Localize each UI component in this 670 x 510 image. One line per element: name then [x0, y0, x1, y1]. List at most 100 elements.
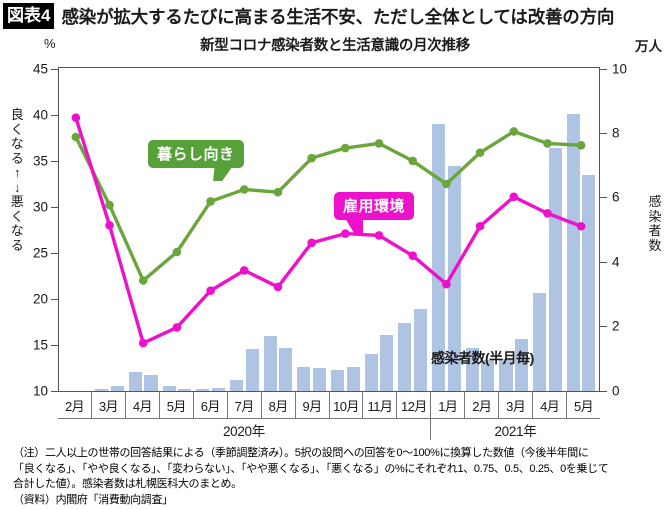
month-label: 6月 [193, 392, 228, 419]
right-y-tick [600, 261, 607, 263]
infection-bar [515, 339, 529, 391]
right-y-tick-label: 0 [612, 383, 620, 398]
series-point [138, 276, 148, 285]
left-y-tick [51, 344, 58, 346]
infection-bar [566, 114, 580, 391]
left-y-tick-label: 35 [32, 153, 48, 168]
infection-bar [95, 389, 109, 391]
left-y-tick-label: 20 [32, 291, 48, 306]
left-y-tick-label: 45 [32, 61, 48, 76]
left-y-tick [51, 206, 58, 208]
series-point [374, 231, 384, 240]
right-axis-caption-char: 者 [648, 223, 662, 239]
infection-bar [229, 379, 243, 391]
infection-bar [432, 123, 446, 391]
left-axis-caption-char: な [10, 136, 24, 152]
series-point [105, 200, 114, 210]
right-axis-caption-char: 感 [648, 194, 662, 209]
series-point [307, 238, 316, 248]
month-label: 10月 [329, 392, 364, 419]
right-axis-unit: 万人 [635, 39, 662, 54]
month-label: 7月 [227, 392, 262, 419]
infection-bar [465, 347, 479, 391]
footnote-line: 合計した値）。感染者数は札幌医科大のまとめ。 [13, 478, 242, 491]
month-label: 12月 [397, 392, 432, 419]
bars-caption-label: 感染者数(半月毎) [431, 350, 534, 366]
right-axis-caption-char: 数 [648, 237, 662, 253]
left-axis-caption-char: ↓ [14, 179, 21, 195]
left-y-tick-label: 30 [32, 199, 48, 214]
footnotes: （注）二人以上の世帯の回答結果による（季節調整済み）。5択の設問への回答を0〜1… [13, 446, 661, 508]
series-point [273, 282, 283, 292]
left-y-tick [51, 160, 58, 162]
series-point [206, 197, 215, 206]
series-point [307, 153, 316, 163]
left-axis-caption: 良くなる ↑ ↓ 悪くなる [6, 107, 28, 253]
infection-bar [312, 368, 326, 391]
left-y-tick [51, 252, 58, 254]
lines-layer [71, 113, 586, 348]
series-point [408, 251, 418, 260]
callout-tail-icon [212, 166, 233, 181]
month-label: 1月 [431, 392, 466, 419]
infection-bar [533, 292, 547, 391]
x-axis: 2月 3月 4月 5月 6月 7月 8月 9月 10月 11月 12月 1月 2月 3月 4月 5月 2020… [58, 392, 600, 440]
series-point [408, 156, 418, 166]
left-y-tick [51, 68, 58, 70]
series-point [509, 127, 519, 136]
month-label: 9月 [295, 392, 330, 419]
year-label: 2021年 [494, 423, 537, 439]
left-axis-caption-char: る [10, 237, 24, 253]
right-y-tick-label: 10 [612, 61, 628, 76]
series-point [138, 338, 148, 348]
series-point [509, 192, 519, 202]
month-label: 3月 [499, 392, 534, 419]
series-line [74, 129, 583, 283]
infection-bar [162, 386, 176, 391]
month-label-row: 2月 3月 4月 5月 6月 7月 8月 9月 10月 11月 12月 1月 2月 3月 4月 5月 [58, 392, 600, 419]
month-label: 3月 [91, 392, 126, 419]
month-label: 5月 [159, 392, 194, 419]
right-y-tick [600, 326, 607, 328]
left-y-tick-label: 40 [32, 107, 48, 122]
year-label: 2020年 [58, 419, 431, 440]
infection-bar [297, 366, 311, 391]
series-point [105, 221, 114, 230]
right-axis-caption-char: 染 [648, 208, 662, 224]
infection-bar [499, 358, 513, 391]
left-y-tick-label: 15 [32, 337, 48, 352]
infection-bar [346, 366, 360, 391]
callout-kurashimuki: 暮らし向き [148, 140, 244, 181]
left-axis-caption-char: く [10, 121, 24, 137]
footnote-line: 「良くなる」、「やや良くなる」、「変わらない」、「やや悪くなる」、「悪くなる」の… [13, 462, 609, 475]
infection-bar [364, 353, 378, 391]
infection-bar [211, 387, 225, 391]
plot-inner: 暮らし向き 雇用環境 感染者数(半月毎) [59, 68, 599, 391]
left-y-tick [51, 390, 58, 392]
infection-bar [380, 334, 394, 391]
infection-bar [331, 370, 345, 391]
chart-header: 図表4 感染が拡大するたびに高まる生活不安、ただし全体としては改善の方向 [0, 0, 670, 32]
series-point [576, 140, 586, 150]
right-y-tick [600, 68, 607, 70]
series-point [374, 139, 384, 148]
month-label: 5月 [567, 392, 600, 419]
series-point [341, 143, 350, 153]
right-axis-caption: 感染者数 [645, 194, 665, 253]
left-axis-unit: % [44, 36, 56, 51]
infection-bar [481, 360, 495, 391]
right-y-tick [600, 197, 607, 199]
left-y-tick [51, 298, 58, 300]
callout-kurashimuki-label: 暮らし向き [157, 146, 235, 163]
series-point [172, 247, 182, 257]
figure-number-badge: 図表4 [3, 3, 55, 29]
infection-bar [178, 389, 192, 391]
month-label: 2月 [58, 392, 92, 419]
infection-bar [447, 165, 461, 391]
month-label: 11月 [363, 392, 398, 419]
infection-bar [548, 147, 562, 391]
infection-bar [582, 175, 596, 391]
left-y-tick-label: 10 [32, 383, 48, 398]
right-y-tick-label: 4 [612, 254, 620, 270]
month-label: 8月 [261, 392, 296, 419]
